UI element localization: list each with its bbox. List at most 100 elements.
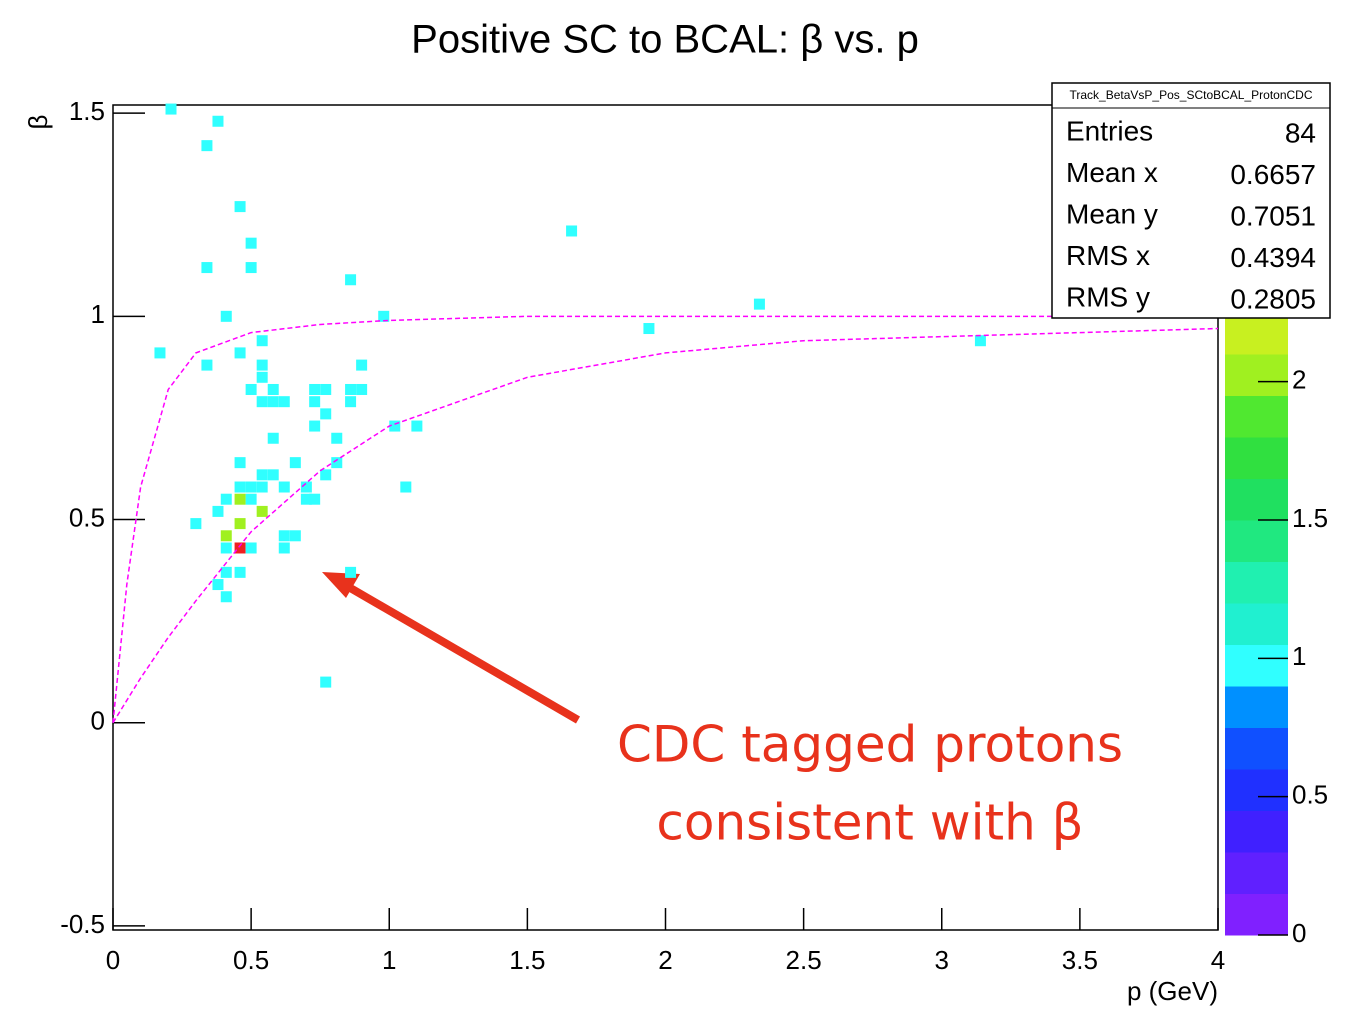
stats-title: Track_BetaVsP_Pos_SCtoBCAL_ProtonCDC [1070,88,1313,102]
bin [201,140,213,152]
reference-curve [112,315,1218,723]
stats-label: Mean x [1066,157,1158,188]
bin [267,432,279,444]
bin [356,359,368,371]
bin [212,115,224,127]
colorbar-band [1225,603,1288,645]
colorbar-tick-label: 2 [1292,365,1306,395]
bin [278,396,290,408]
colorbar-tick-label: 0 [1292,918,1306,948]
bin [154,347,166,359]
bin [411,420,423,432]
bin [320,676,332,688]
bin [356,383,368,395]
bin [220,591,232,603]
x-tick-label: 2.5 [786,945,822,975]
bin [234,493,246,505]
bin [201,359,213,371]
y-axis-label: β [23,115,53,130]
bin [267,396,279,408]
bin [245,237,257,249]
bin [256,469,268,481]
bin [234,518,246,530]
bin [190,518,202,530]
bin [220,542,232,554]
stats-value: 0.6657 [1230,159,1316,190]
bin [300,493,312,505]
colorbar-tick-label: 1.5 [1292,503,1328,533]
x-tick-label: 3.5 [1062,945,1098,975]
x-tick-label: 2 [658,945,672,975]
bin [234,542,246,554]
bin [345,383,357,395]
arrow-head [322,572,360,598]
stats-label: Entries [1066,115,1153,146]
stats-label: RMS x [1066,240,1150,271]
bin [256,359,268,371]
annotation: CDC tagged protons [617,716,1123,774]
x-tick-label: 4 [1211,945,1225,975]
colorbar-tick-label: 0.5 [1292,780,1328,810]
bin [256,396,268,408]
bin [220,493,232,505]
colorbar-band [1225,810,1288,853]
bin [345,274,357,286]
reference-curve [112,327,1219,724]
colorbar-band [1225,686,1288,728]
bin [309,493,321,505]
x-axis-label: p (GeV) [1127,976,1218,1006]
colorbar-band [1225,437,1288,479]
y-tick-label: -0.5 [60,909,105,939]
bin [309,383,321,395]
bin [278,530,290,542]
bin [389,420,401,432]
bin [320,469,332,481]
colorbar-band [1225,354,1288,396]
x-tick-label: 1 [382,945,396,975]
colorbar-band [1225,893,1288,936]
colorbar-band [1225,727,1288,770]
bin [643,323,655,335]
bin [331,457,343,469]
bin [378,310,390,322]
bin [289,530,301,542]
bin [234,201,246,213]
bin [234,457,246,469]
bin [566,225,578,237]
colorbar-band [1225,644,1288,687]
colorbar-band [1225,395,1288,438]
bin [753,298,765,310]
bin [320,408,332,420]
bin [974,335,986,347]
y-tick-label: 0 [91,706,105,736]
bin [267,469,279,481]
y-tick-label: 1.5 [69,96,105,126]
x-tick-label: 1.5 [509,945,545,975]
bin [256,371,268,383]
bin [220,310,232,322]
bin [345,566,357,578]
bin [245,262,257,274]
colorbar-band [1225,561,1288,604]
colorbar-band [1225,312,1288,355]
colorbar-band [1225,852,1288,894]
bin [400,481,412,493]
bin [201,262,213,274]
y-tick-label: 1 [91,299,105,329]
bin [165,103,177,115]
bin [245,481,257,493]
y-tick-label: 0.5 [69,502,105,532]
bin [256,335,268,347]
bin [245,542,257,554]
stats-value: 0.7051 [1230,200,1316,231]
bin [320,383,332,395]
colorbar-tick-label: 1 [1292,641,1306,671]
bin [234,481,246,493]
arrow [337,578,581,724]
colorbar-band [1225,478,1288,521]
annotation: consistent with β [656,794,1083,852]
bin [212,579,224,591]
bin [212,505,224,517]
